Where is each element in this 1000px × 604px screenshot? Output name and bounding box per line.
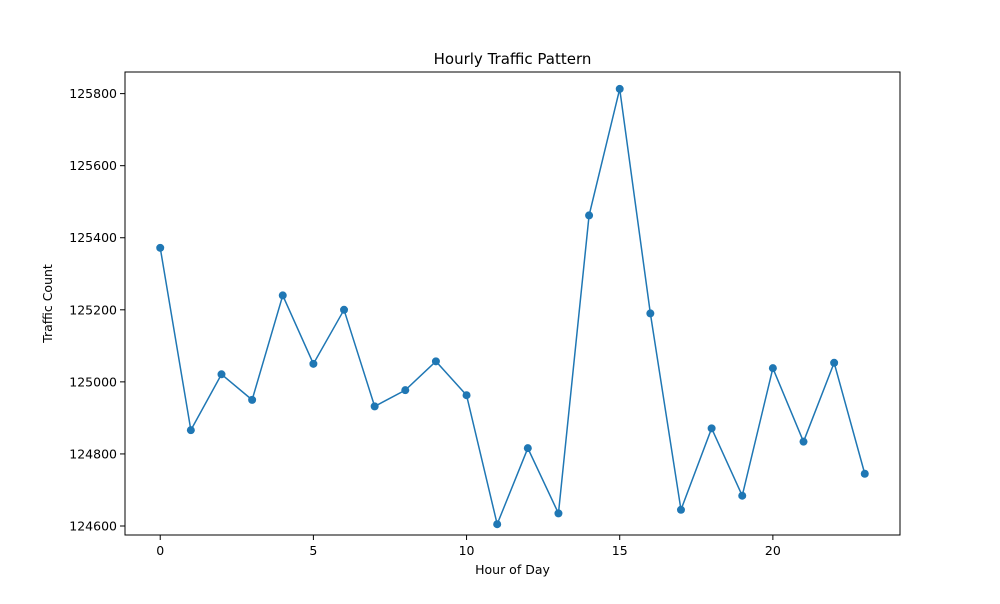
y-tick-label: 125200 [69, 302, 117, 317]
x-tick-label: 20 [765, 543, 781, 558]
data-point [370, 402, 379, 411]
data-point [186, 426, 195, 435]
data-point [462, 391, 471, 400]
y-tick-label: 125400 [69, 230, 117, 245]
plot-area-frame [124, 71, 901, 536]
x-tick-label: 5 [309, 543, 317, 558]
x-axis-label: Hour of Day [475, 562, 550, 577]
data-point [278, 291, 287, 300]
chart-title: Hourly Traffic Pattern [434, 50, 592, 68]
data-point [768, 364, 777, 373]
x-tick-label: 15 [612, 543, 628, 558]
data-point [523, 444, 532, 453]
data-point [676, 505, 685, 514]
x-axis: 0 5 10 15 20 [156, 535, 781, 558]
y-axis-label: Traffic Count [40, 264, 55, 344]
series-layer [156, 84, 869, 529]
data-point [248, 395, 257, 404]
y-tick-label: 125000 [69, 374, 117, 389]
data-point [860, 469, 869, 478]
data-point [585, 211, 594, 220]
x-tick-label: 0 [156, 543, 164, 558]
y-tick-label: 124800 [69, 446, 117, 461]
data-point [156, 243, 165, 252]
y-tick-label: 124600 [69, 518, 117, 533]
y-tick-label: 125600 [69, 158, 117, 173]
data-point [340, 305, 349, 314]
y-tick-label: 125800 [69, 86, 117, 101]
x-tick-label: 10 [459, 543, 475, 558]
series-line [159, 88, 866, 527]
data-point [217, 370, 226, 379]
data-point [646, 309, 655, 318]
data-point [799, 437, 808, 446]
data-point [615, 84, 624, 93]
data-point [309, 359, 318, 368]
data-point [830, 358, 839, 367]
data-point [431, 357, 440, 366]
y-axis: 124600 124800 125000 125200 125400 125600 1258… [69, 86, 125, 533]
data-point [493, 520, 502, 529]
data-point [738, 491, 747, 500]
data-point [401, 386, 410, 395]
data-point [707, 424, 716, 433]
data-point [554, 509, 563, 518]
